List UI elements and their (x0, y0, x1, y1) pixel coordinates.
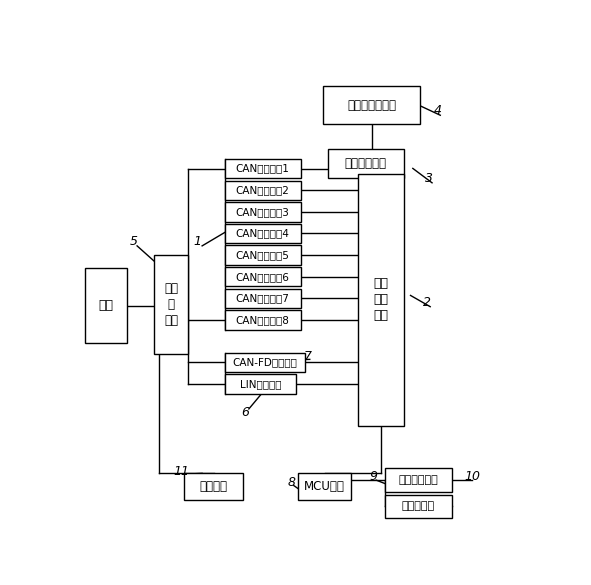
Text: MCU模块: MCU模块 (304, 480, 345, 493)
Text: CAN总线模块8: CAN总线模块8 (236, 315, 290, 325)
Text: 10: 10 (465, 470, 480, 483)
FancyBboxPatch shape (385, 494, 452, 518)
FancyBboxPatch shape (85, 269, 126, 343)
FancyBboxPatch shape (184, 473, 243, 500)
Text: 2: 2 (423, 295, 431, 309)
Text: 微处
理器
模块: 微处 理器 模块 (374, 277, 388, 322)
Text: LIN总线模块: LIN总线模块 (240, 379, 281, 389)
FancyBboxPatch shape (385, 469, 452, 492)
FancyBboxPatch shape (225, 267, 301, 287)
FancyBboxPatch shape (323, 86, 420, 124)
Text: 6: 6 (242, 406, 249, 419)
Text: CAN-FD总线模块: CAN-FD总线模块 (233, 357, 297, 367)
FancyBboxPatch shape (154, 255, 189, 354)
Text: CAN总线模块3: CAN总线模块3 (236, 207, 290, 217)
Text: 数据存储服务器: 数据存储服务器 (347, 99, 396, 112)
FancyBboxPatch shape (225, 288, 301, 308)
Text: 指示灯模块: 指示灯模块 (402, 501, 435, 511)
FancyBboxPatch shape (358, 174, 404, 426)
Text: CAN总线模块6: CAN总线模块6 (236, 271, 290, 282)
Text: CAN总线模块7: CAN总线模块7 (236, 293, 290, 304)
Text: 电源模块: 电源模块 (200, 480, 228, 493)
Text: 8: 8 (287, 476, 296, 489)
Text: 信号发送模块: 信号发送模块 (345, 157, 387, 170)
Text: CAN总线模块1: CAN总线模块1 (236, 164, 290, 174)
Text: CAN总线模块2: CAN总线模块2 (236, 185, 290, 195)
Text: 9: 9 (370, 470, 378, 483)
FancyBboxPatch shape (225, 246, 301, 265)
Text: 5: 5 (129, 235, 138, 248)
Text: CAN总线模块5: CAN总线模块5 (236, 250, 290, 260)
FancyBboxPatch shape (225, 224, 301, 243)
FancyBboxPatch shape (225, 374, 296, 394)
Text: 11: 11 (174, 464, 190, 477)
FancyBboxPatch shape (328, 149, 404, 178)
Text: 1: 1 (193, 235, 202, 248)
Text: 按键输入模块: 按键输入模块 (399, 476, 439, 486)
FancyBboxPatch shape (225, 353, 305, 372)
Text: 3: 3 (425, 172, 433, 185)
FancyBboxPatch shape (225, 181, 301, 200)
Text: 连接
器
模块: 连接 器 模块 (164, 282, 178, 327)
FancyBboxPatch shape (298, 473, 351, 500)
Text: 4: 4 (434, 104, 442, 117)
FancyBboxPatch shape (225, 159, 301, 178)
Text: CAN总线模块4: CAN总线模块4 (236, 229, 290, 239)
FancyBboxPatch shape (225, 202, 301, 222)
Text: 7: 7 (303, 350, 311, 363)
Text: 车辆: 车辆 (99, 299, 113, 312)
FancyBboxPatch shape (225, 310, 301, 330)
